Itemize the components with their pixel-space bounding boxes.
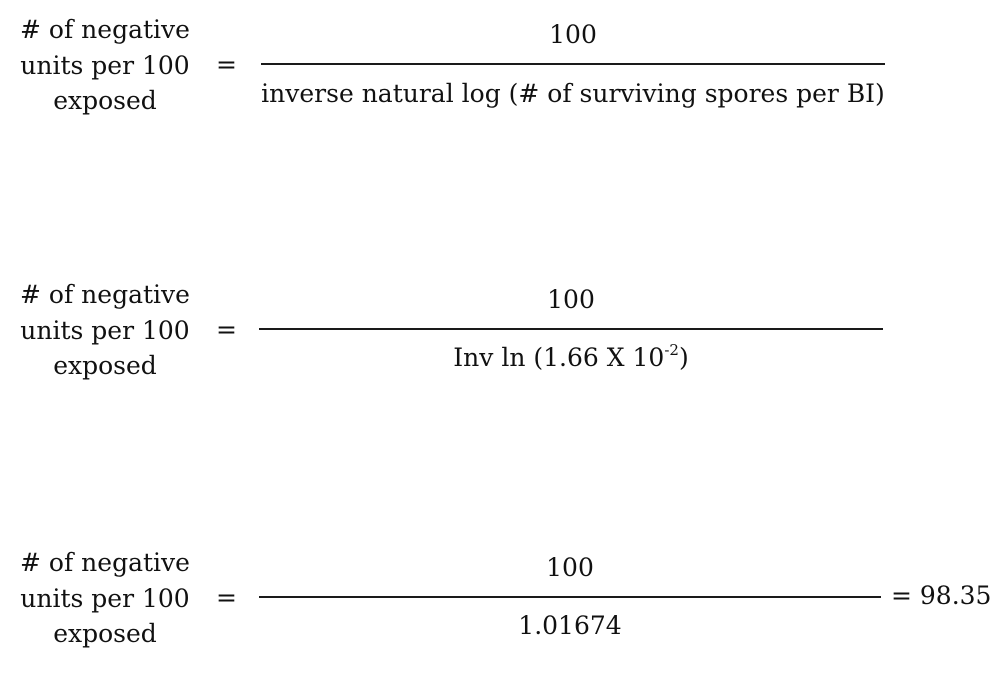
equation-3: # of negative units per 100 exposed = 10… xyxy=(0,545,1004,665)
lhs-line: units per 100 xyxy=(20,50,190,80)
numerator: 100 xyxy=(547,285,595,314)
denominator: Inv ln (1.66 X 10-2) xyxy=(259,341,883,372)
equation-1: # of negative units per 100 exposed = 10… xyxy=(0,12,1004,132)
lhs-label: # of negative units per 100 exposed xyxy=(10,277,200,384)
denominator-close: ) xyxy=(678,343,689,372)
lhs-line: # of negative xyxy=(20,548,190,577)
numerator: 100 xyxy=(549,20,597,49)
result-value: = 98.35 xyxy=(891,581,992,610)
lhs-line: # of negative xyxy=(20,15,190,44)
lhs-line: exposed xyxy=(53,351,157,380)
lhs-line: exposed xyxy=(53,86,157,115)
lhs-line: units per 100 xyxy=(20,315,190,345)
lhs-line: exposed xyxy=(53,619,157,648)
equals-sign: = xyxy=(216,315,237,344)
fraction-bar xyxy=(259,596,881,598)
fraction-bar xyxy=(259,328,883,330)
equals-sign: = xyxy=(216,583,237,612)
exponent: -2 xyxy=(664,341,679,359)
lhs-line: # of negative xyxy=(20,280,190,309)
lhs-line: units per 100 xyxy=(20,583,190,613)
fraction-bar xyxy=(261,63,885,65)
lhs-label: # of negative units per 100 exposed xyxy=(10,12,200,119)
denominator: 1.01674 xyxy=(518,611,622,640)
equals-sign: = xyxy=(216,50,237,79)
lhs-label: # of negative units per 100 exposed xyxy=(10,545,200,652)
denominator-base: Inv ln (1.66 X 10 xyxy=(453,343,665,372)
denominator: inverse natural log (# of surviving spor… xyxy=(261,79,885,108)
equation-2: # of negative units per 100 exposed = 10… xyxy=(0,277,1004,397)
numerator: 100 xyxy=(546,553,594,582)
